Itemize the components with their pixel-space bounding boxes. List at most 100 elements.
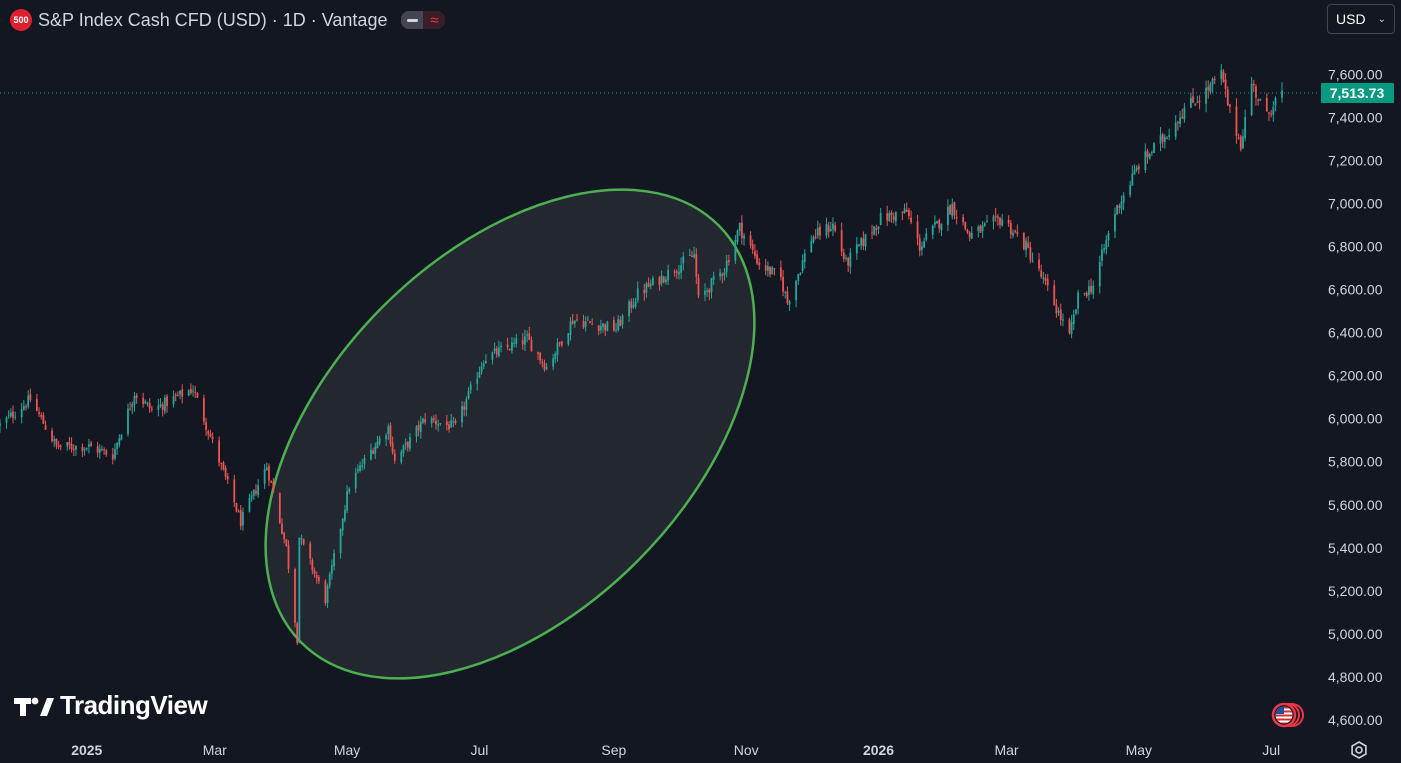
- candle: [406, 441, 409, 452]
- time-axis[interactable]: 2025 Mar May Jul Sep Nov 2026 Mar May Jul: [71, 742, 1280, 758]
- candle: [1163, 134, 1166, 149]
- candle: [1120, 195, 1123, 215]
- candle: [478, 366, 481, 379]
- candle: [1137, 163, 1140, 175]
- candle: [72, 444, 75, 457]
- tradingview-logo-icon: [14, 697, 54, 716]
- candle: [1205, 80, 1207, 113]
- watermark-text: TradingView: [60, 690, 208, 720]
- candle: [450, 414, 453, 428]
- candle: [840, 222, 843, 257]
- candle: [1038, 252, 1040, 272]
- candle: [513, 337, 516, 348]
- candle: [569, 317, 572, 341]
- gear-icon[interactable]: [1349, 740, 1369, 760]
- symbol-logo-icon: 500: [10, 9, 32, 31]
- candle: [1229, 103, 1231, 113]
- candle: [315, 571, 318, 584]
- candle: [784, 290, 787, 299]
- candle: [354, 467, 357, 493]
- price-axis[interactable]: 7,600.00 7,400.00 7,200.00 7,000.00 6,800.00…: [1328, 66, 1383, 728]
- candle: [363, 454, 366, 470]
- candle: [734, 235, 737, 264]
- candle: [1226, 86, 1229, 106]
- candle: [176, 391, 179, 397]
- y-tick-label: 5,000.00: [1328, 626, 1383, 642]
- candle: [294, 567, 296, 628]
- candle: [764, 258, 767, 276]
- candle: [333, 549, 335, 571]
- candle: [330, 559, 333, 580]
- candle: [430, 416, 433, 428]
- candle: [1083, 292, 1086, 296]
- candle: [417, 420, 420, 437]
- candle: [372, 447, 375, 455]
- y-tick-label: 6,200.00: [1328, 368, 1383, 384]
- candle: [797, 273, 800, 285]
- candle: [1242, 129, 1244, 150]
- candle: [157, 399, 160, 417]
- candle: [979, 224, 982, 234]
- candle: [1194, 103, 1197, 107]
- currency-select[interactable]: USD ⌄: [1327, 4, 1395, 34]
- last-price-label: 7,513.73: [1321, 82, 1394, 103]
- candle: [1259, 98, 1262, 101]
- candle: [819, 223, 821, 240]
- candle: [825, 217, 828, 239]
- candle: [858, 243, 860, 248]
- candle: [463, 401, 466, 417]
- candle: [118, 434, 121, 448]
- candle: [422, 417, 424, 424]
- symbol-title[interactable]: S&P Index Cash CFD (USD) · 1D · Vantage: [38, 9, 388, 30]
- y-tick-label: 6,800.00: [1328, 239, 1383, 255]
- candle: [1168, 128, 1171, 141]
- candle: [931, 224, 934, 240]
- candle: [1135, 165, 1138, 173]
- candle: [647, 277, 650, 288]
- candle: [424, 412, 427, 425]
- y-tick-label: 6,000.00: [1328, 411, 1383, 427]
- candle: [341, 518, 344, 536]
- candle: [387, 423, 390, 440]
- candle: [801, 254, 804, 274]
- x-tick-label: May: [334, 742, 360, 758]
- candle: [1281, 82, 1283, 103]
- symbol-status-pill[interactable]: ≈: [401, 11, 446, 29]
- candle: [1098, 255, 1101, 294]
- candle: [498, 340, 500, 358]
- candle: [1075, 309, 1077, 316]
- economic-events-button[interactable]: [1268, 702, 1306, 728]
- candle: [317, 574, 320, 585]
- candle: [311, 557, 314, 575]
- candle: [636, 281, 639, 303]
- y-tick-label: 5,800.00: [1328, 454, 1383, 470]
- y-tick-label: 7,400.00: [1328, 109, 1383, 125]
- candle: [1044, 274, 1047, 286]
- y-tick-label: 7,200.00: [1328, 152, 1383, 168]
- candle: [602, 322, 604, 333]
- candle: [612, 316, 615, 332]
- candle: [239, 505, 242, 530]
- candle: [25, 403, 27, 411]
- candle: [482, 360, 485, 370]
- candle: [803, 249, 806, 269]
- candle: [738, 222, 741, 236]
- candle: [599, 319, 602, 334]
- candle: [103, 447, 106, 455]
- candle: [567, 333, 570, 347]
- candle: [552, 353, 555, 371]
- candle: [586, 315, 589, 321]
- candle: [51, 427, 53, 443]
- candle: [743, 232, 745, 246]
- candle: [589, 320, 591, 324]
- candle: [129, 402, 132, 411]
- candle: [925, 228, 928, 242]
- candle: [409, 433, 411, 452]
- candle: [916, 215, 919, 246]
- y-tick-label: 6,400.00: [1328, 325, 1383, 341]
- candle: [736, 229, 739, 245]
- candle: [673, 269, 676, 277]
- candle: [1224, 73, 1227, 98]
- candle: [966, 228, 969, 235]
